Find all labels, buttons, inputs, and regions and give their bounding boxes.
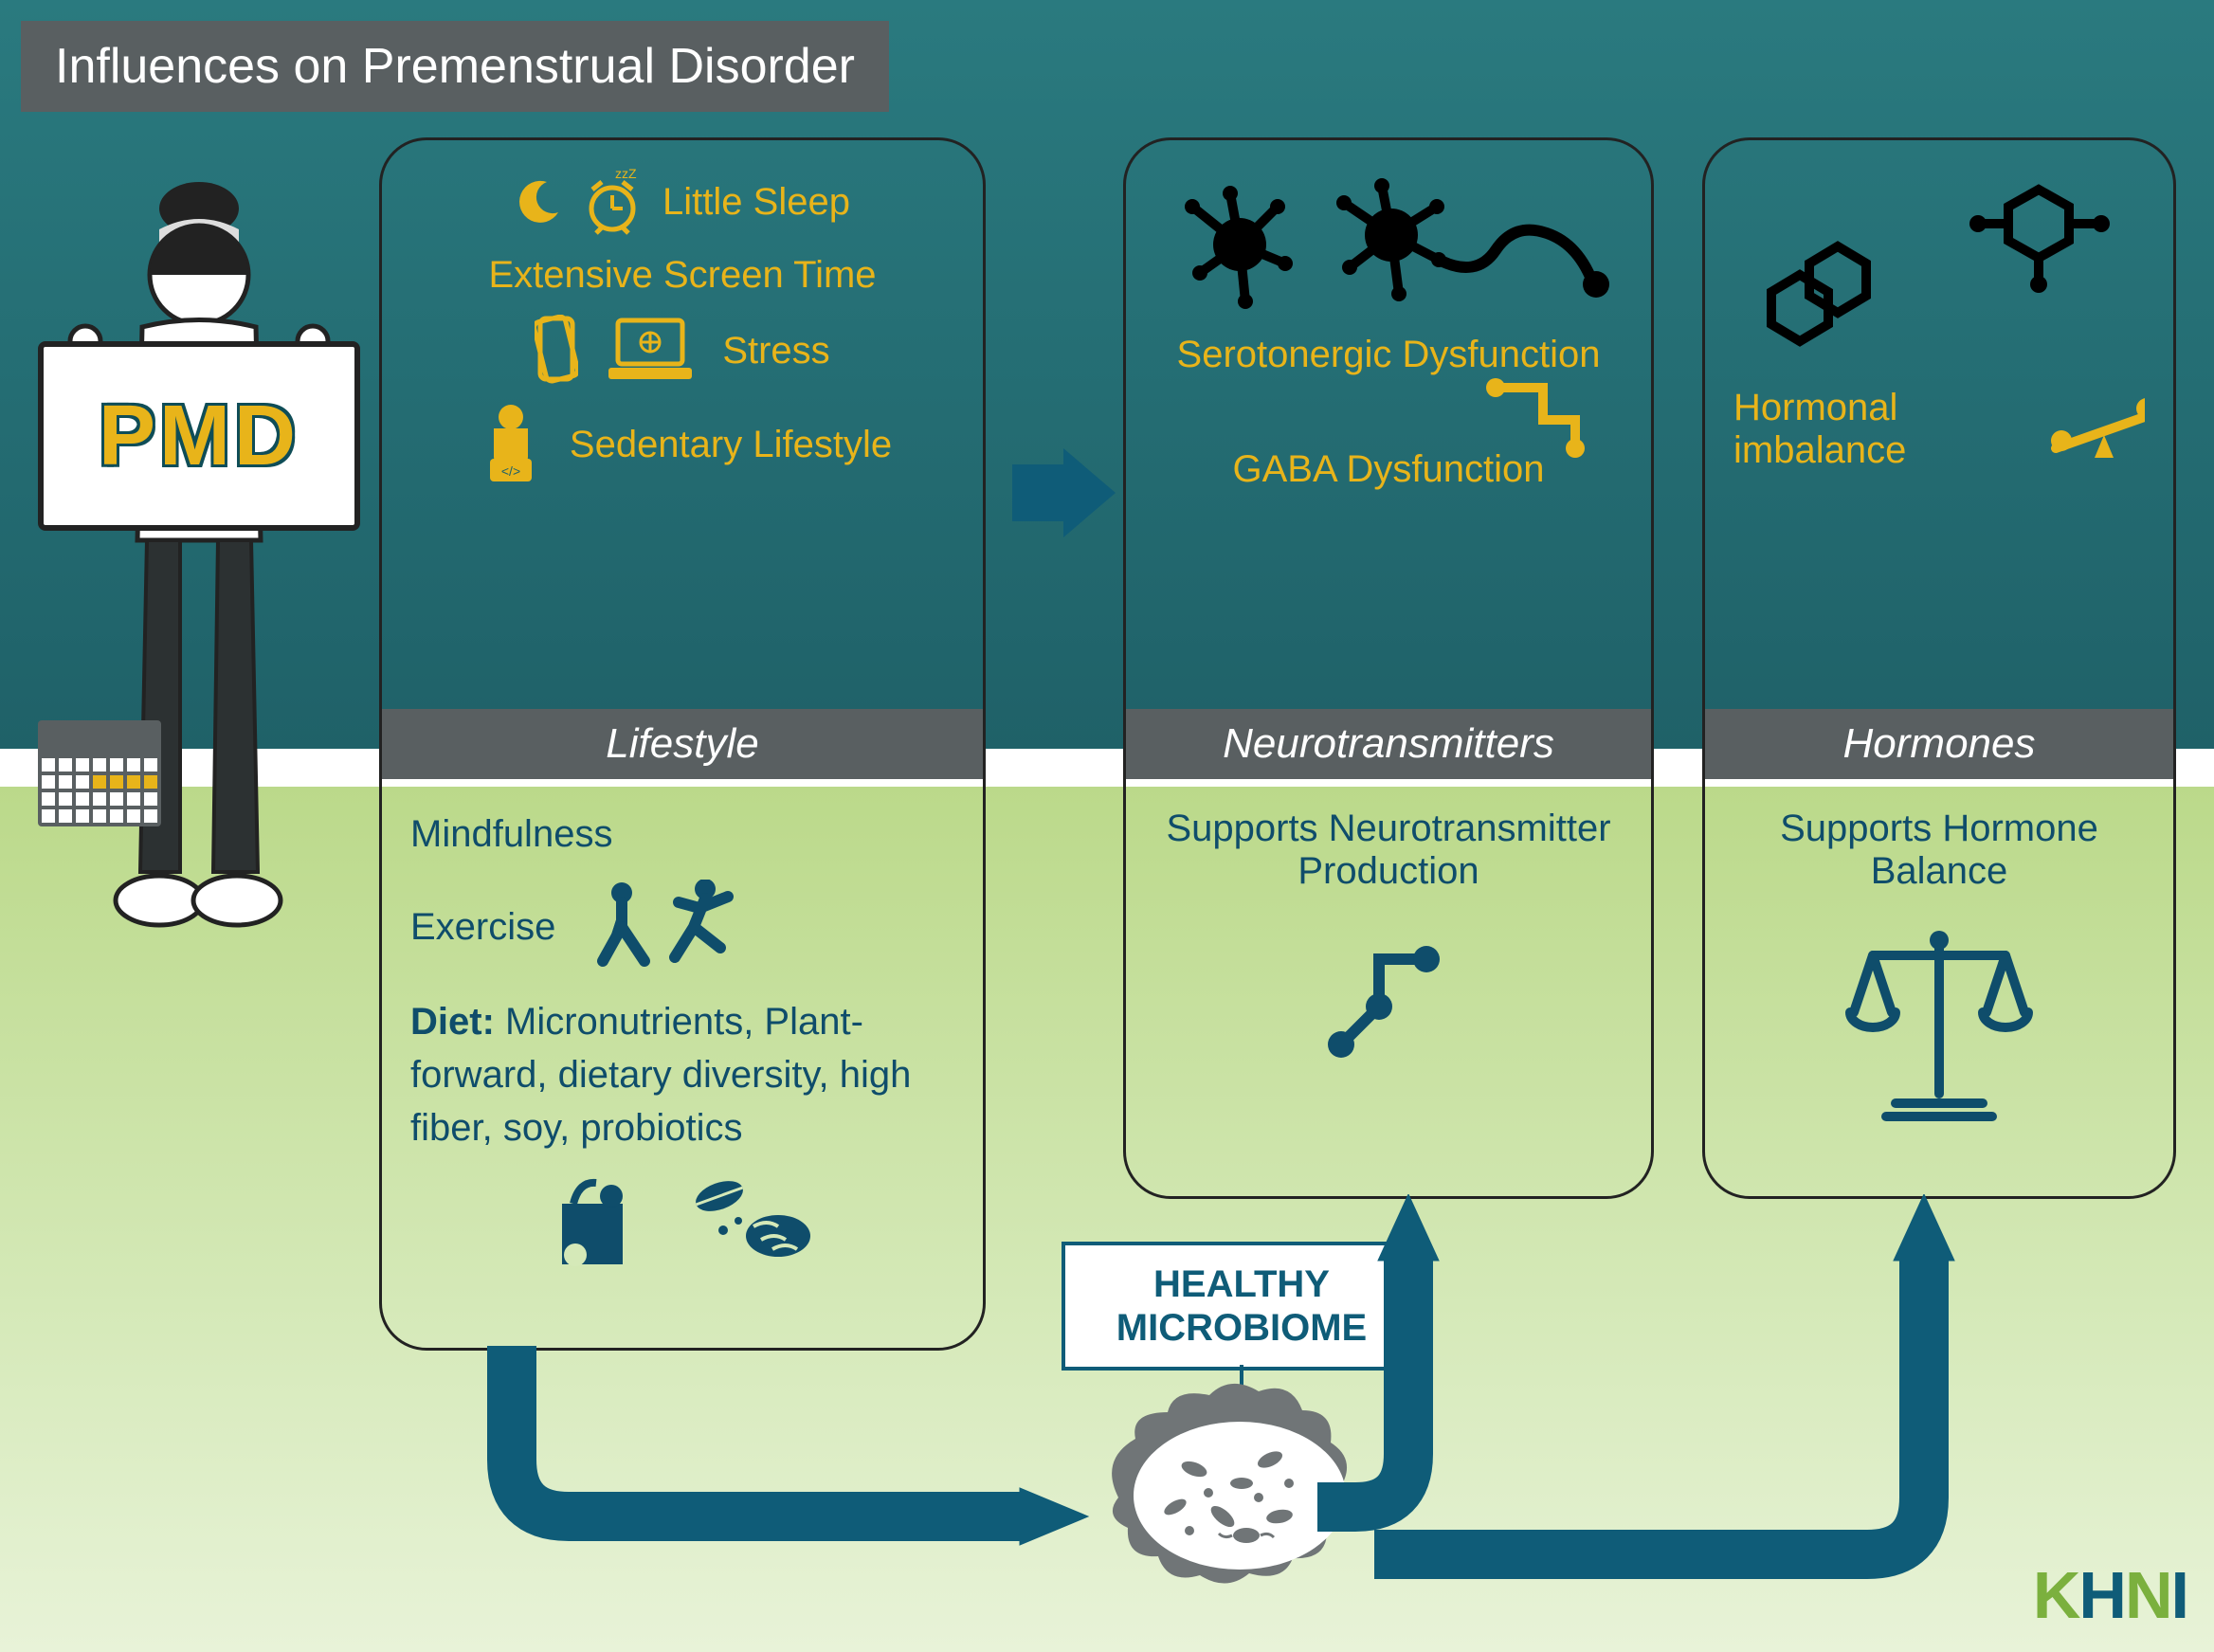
exercise-icon	[593, 880, 754, 974]
hormones-title: Hormones	[1705, 709, 2173, 779]
svg-text:zzZ: zzZ	[615, 169, 637, 181]
lifestyle-title: Lifestyle	[382, 709, 983, 779]
arrow-lifestyle-to-microbiome	[455, 1346, 1118, 1573]
grocery-bag-icon	[545, 1175, 640, 1270]
neuron-icon	[1154, 169, 1628, 330]
hormonal-imbalance-label: Hormonal imbalance	[1733, 387, 2023, 472]
probiotics-icon	[687, 1175, 820, 1270]
person-icon	[38, 180, 360, 957]
diet-text: Diet: Micronutrients, Plant-forward, die…	[410, 995, 954, 1154]
svg-text:</>: </>	[501, 463, 520, 479]
hormones-panel: Hormonal imbalance Hormones Supports Hor…	[1702, 137, 2176, 1199]
molecules-icon	[1733, 169, 2150, 349]
laptop-icon	[605, 315, 696, 387]
serotonergic-label: Serotonergic Dysfunction	[1154, 334, 1623, 376]
hormones-supports-label: Supports Hormone Balance	[1733, 808, 2145, 893]
sedentary-label: Sedentary Lifestyle	[570, 416, 892, 473]
phone-icon	[535, 315, 578, 387]
mindfulness-label: Mindfulness	[410, 808, 954, 861]
lifestyle-panel: zzZ Little Sleep Extensive Screen Time S…	[379, 137, 986, 1351]
pmd-label: PMD	[99, 388, 299, 485]
exercise-label: Exercise	[410, 900, 555, 953]
pathway-icon	[1313, 921, 1464, 1073]
moon-icon	[515, 178, 562, 226]
stress-label: Stress	[722, 322, 829, 379]
pmd-figure: PMD	[38, 180, 341, 957]
lifestyle-top: zzZ Little Sleep Extensive Screen Time S…	[382, 140, 983, 502]
diet-label: Diet:	[410, 1001, 495, 1043]
khni-logo: KHNI	[2033, 1557, 2187, 1633]
sedentary-icon: </>	[473, 402, 549, 487]
page-title: Influences on Premenstrual Disorder	[55, 39, 855, 94]
arrow-microbiome-to-hormones	[1374, 1194, 2000, 1602]
page-title-bar: Influences on Premenstrual Disorder	[21, 21, 889, 112]
seesaw-icon	[2042, 391, 2145, 467]
neurotransmitters-panel: Serotonergic Dysfunction GABA Dysfunctio…	[1123, 137, 1654, 1199]
alarm-clock-icon: zzZ	[579, 169, 645, 235]
lifestyle-bottom: Mindfulness Exercise Diet: Micronutrient…	[382, 785, 983, 1348]
neuro-bottom: Supports Neurotransmitter Production	[1126, 785, 1651, 1196]
pmd-sign: PMD	[38, 341, 360, 531]
calendar-icon	[38, 720, 161, 826]
balance-scale-icon	[1844, 927, 2034, 1135]
neuro-title: Neurotransmitters	[1126, 709, 1651, 779]
little-sleep-label: Little Sleep	[662, 173, 850, 230]
screen-time-label: Extensive Screen Time	[410, 246, 954, 303]
hormones-bottom: Supports Hormone Balance	[1705, 785, 2173, 1196]
neuro-supports-label: Supports Neurotransmitter Production	[1154, 808, 1623, 893]
hormones-top: Hormonal imbalance	[1705, 140, 2173, 487]
synapse-icon	[1154, 372, 1628, 458]
neuro-top: Serotonergic Dysfunction GABA Dysfunctio…	[1126, 140, 1651, 506]
